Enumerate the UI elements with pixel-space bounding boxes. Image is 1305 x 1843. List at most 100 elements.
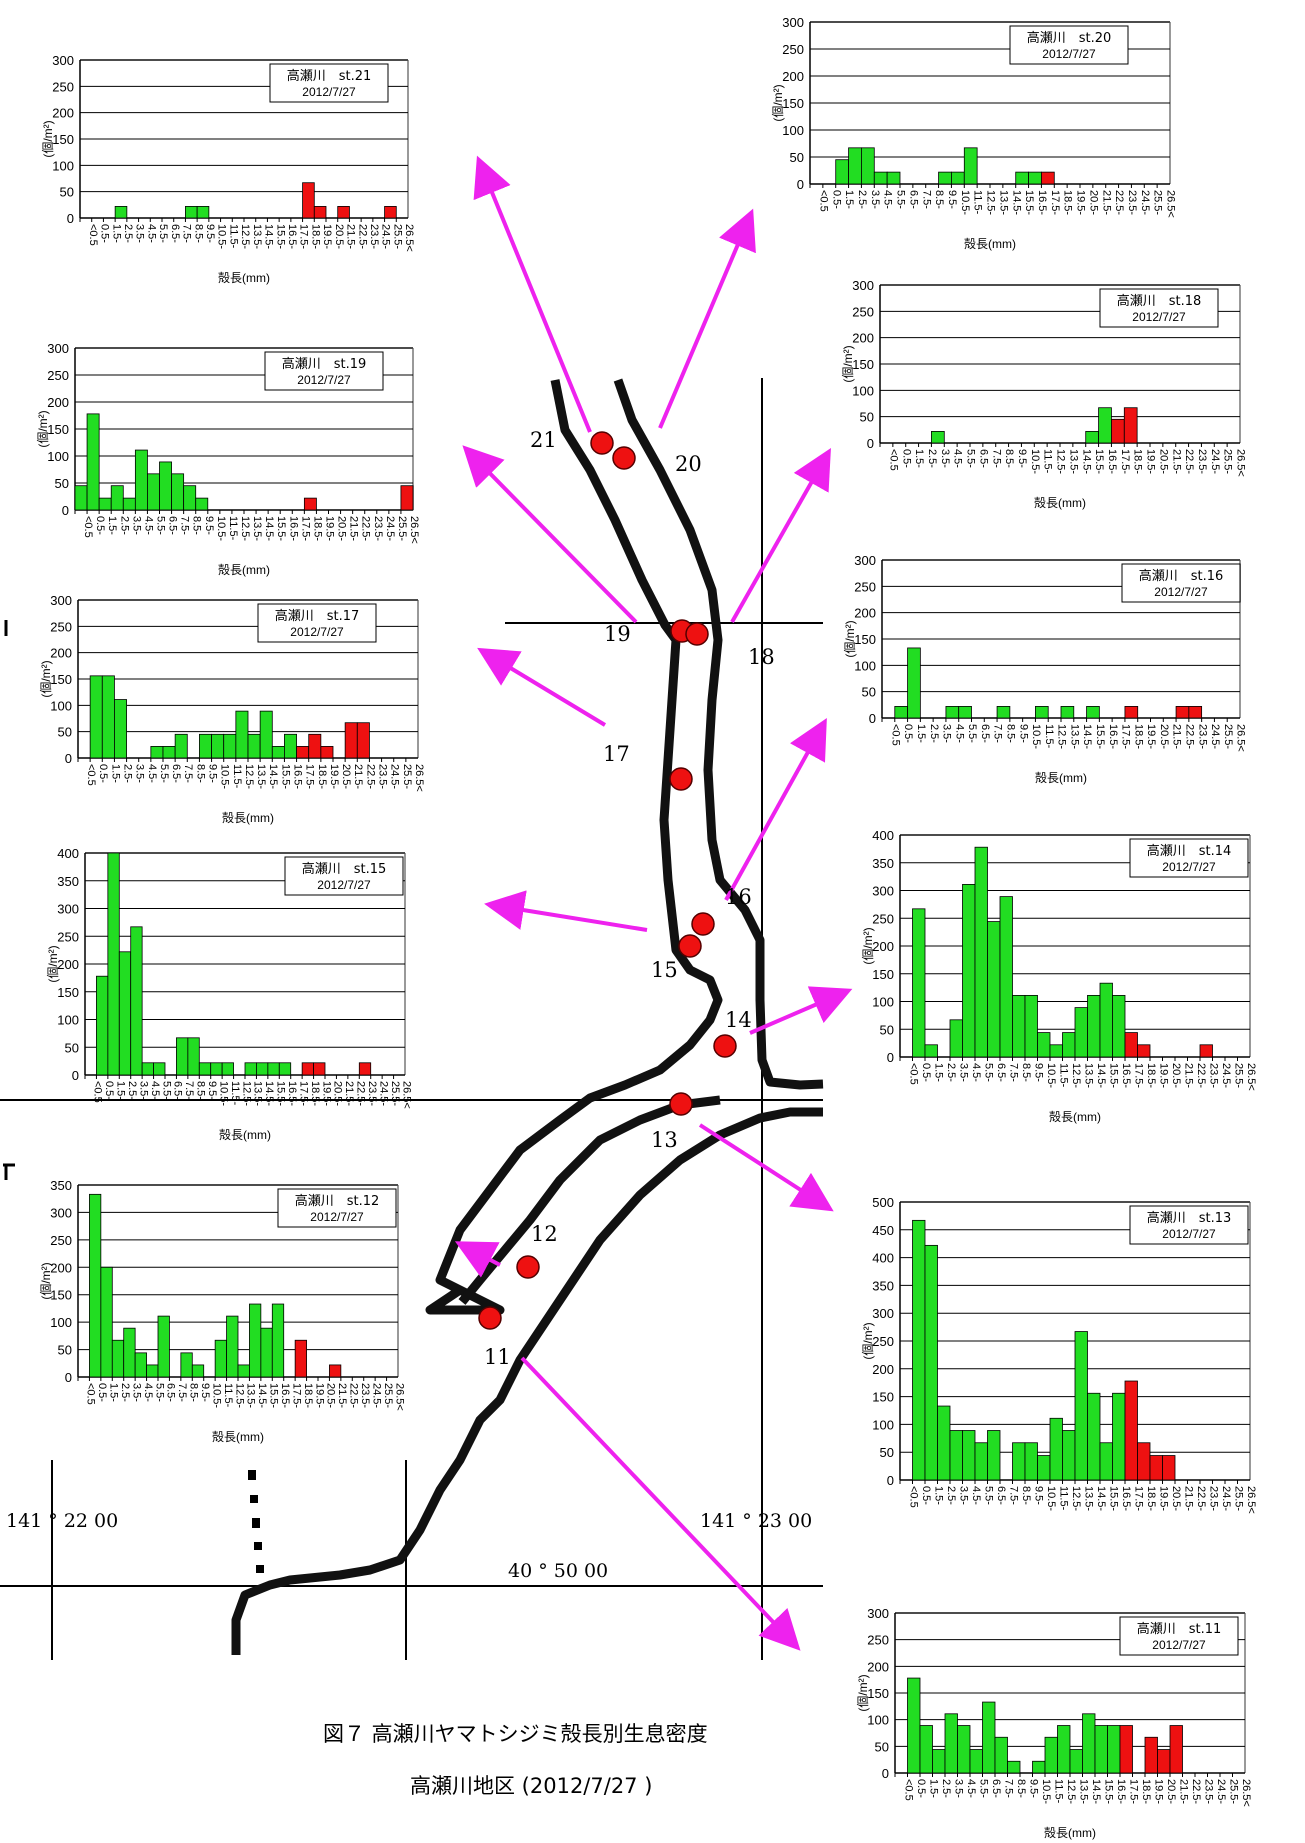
histogram-svg: 0 50 100 150 200 250 300 (個/m²) <0.5 0.5- 1.5- 2.5-… [841,278,1247,510]
bar [302,182,315,219]
x-tick-label: 7.5- [1007,1063,1019,1082]
chart-subtitle: 2012/7/27 [1132,310,1186,324]
bar [1087,994,1101,1058]
x-tick-label: 25.5- [1222,724,1234,749]
x-tick-label: 21.5- [1171,724,1183,749]
x-tick-label: 6.5- [977,449,989,468]
title-box [1119,1616,1239,1656]
x-tick-label: 18.5- [309,224,321,249]
x-tick-label: 22.5- [1183,724,1195,749]
y-tick-label: 50 [65,1040,79,1055]
x-tick-label: 14.5- [1095,1486,1107,1511]
x-tick-label: 2.5- [126,1081,138,1100]
title-box [1009,25,1129,65]
x-tick-label: 17.5- [304,764,316,789]
chart-subtitle: 2012/7/27 [1162,860,1216,874]
bar [1137,1044,1151,1058]
chart-st21: 0 50 100 150 200 250 300 (個/m²) <0.5 0.5- 1.5- 2.5-… [40,50,415,286]
chart-title: 高瀬川 st.14 [1147,843,1232,859]
y-tick-label: 50 [875,1739,889,1754]
bar [301,1062,314,1076]
y-tick-label: 100 [57,1013,79,1028]
station-16 [691,912,715,936]
bar [963,147,978,185]
x-tick-label: 13.5- [255,764,267,789]
x-tick-label: 4.5- [145,224,157,243]
chart-st17: 0 50 100 150 200 250 300 (個/m²) <0.5 0.5- 1.5- 2.5-… [38,590,425,826]
x-tick-label: <0.5 [92,1081,104,1103]
y-tick-label: 150 [867,1686,889,1701]
chart-title: 高瀬川 st.20 [1027,30,1112,46]
x-tick-label: 8.5- [191,516,203,535]
x-tick-label: 10.5- [1045,1063,1057,1088]
chart-subtitle: 2012/7/27 [310,1210,364,1224]
station-label-11: 11 [484,1345,511,1369]
x-tick-label: 19.5- [321,224,333,249]
x-tick-label: 22.5- [348,1383,360,1408]
chart-subtitle: 2012/7/27 [1042,47,1096,61]
bar [987,1430,1001,1481]
x-tick-label: 12.5- [233,1383,245,1408]
x-tick-label: 12.5- [1070,1063,1082,1088]
bar [1149,1455,1163,1481]
x-tick-label: 26.5< [1235,449,1247,477]
x-tick-label: 25.5- [1152,190,1164,215]
arrow-st16 [724,718,827,901]
x-tick-label: 6.5- [172,1081,184,1100]
y-tick-label: 50 [60,185,74,200]
y-tick-label: 100 [872,1417,894,1432]
x-tick-label: 12.5- [243,764,255,789]
x-tick-label: 19.5- [1157,1486,1169,1511]
bar [1085,431,1099,444]
y-tick-label: 300 [872,1306,894,1321]
bar [994,1736,1008,1774]
x-tick-label: 18.5- [309,1081,321,1106]
bar [958,706,972,719]
bar [134,449,148,511]
x-tick-label: 16.5- [1036,190,1048,215]
arrow-st12 [454,1241,501,1278]
x-tick-label: 0.5- [915,1779,927,1798]
x-tick-label: <0.5 [902,1779,914,1801]
x-tick-label: 15.5- [1094,724,1106,749]
station-14 [713,1034,737,1058]
y-tick-label: 0 [882,1766,889,1781]
y-tick-label: 100 [867,1713,889,1728]
y-tick-label: 250 [57,929,79,944]
x-tick-label: 5.5- [153,1383,165,1402]
x-tick-label: 17.5- [298,224,310,249]
x-tick-label: 17.5- [1049,190,1061,215]
x-tick-label: 20.5- [333,224,345,249]
y-axis-label: (個/m²) [861,927,875,964]
arrow-st13 [698,1123,834,1212]
y-tick-label: 200 [50,646,72,661]
x-tick-label: <0.5 [887,449,899,471]
x-tick-label: 6.5- [990,1779,1002,1798]
x-tick-label: 24.5- [370,1383,382,1408]
x-tick-label: 7.5- [181,224,193,243]
x-tick-label: 26.5< [408,516,420,544]
x-tick-label: 4.5- [882,190,894,209]
y-tick-label: 150 [52,132,74,147]
station-label-12: 12 [531,1222,558,1246]
bar [1074,1331,1088,1481]
bar [199,733,212,759]
x-tick-label: 11.5- [227,516,239,541]
bar [98,497,112,511]
y-tick-label: 200 [52,106,74,121]
x-axis-label: 殻長(mm) [219,1128,271,1142]
bar [1169,1725,1183,1774]
x-tick-label: 23.5- [1207,1486,1219,1511]
x-tick-label: 23.5- [1196,449,1208,474]
x-tick-label: 18.5- [316,764,328,789]
title-box [269,63,389,103]
x-tick-label: 24.5- [1139,190,1151,215]
bar [949,1019,963,1058]
x-tick-label: 26.5< [1245,1063,1257,1091]
y-tick-label: 250 [867,1633,889,1648]
bar [294,1339,307,1378]
x-tick-label: 18.5- [311,516,323,541]
x-tick-label: 4.5- [146,764,158,783]
bar [211,733,225,759]
x-tick-label: 5.5- [158,764,170,783]
